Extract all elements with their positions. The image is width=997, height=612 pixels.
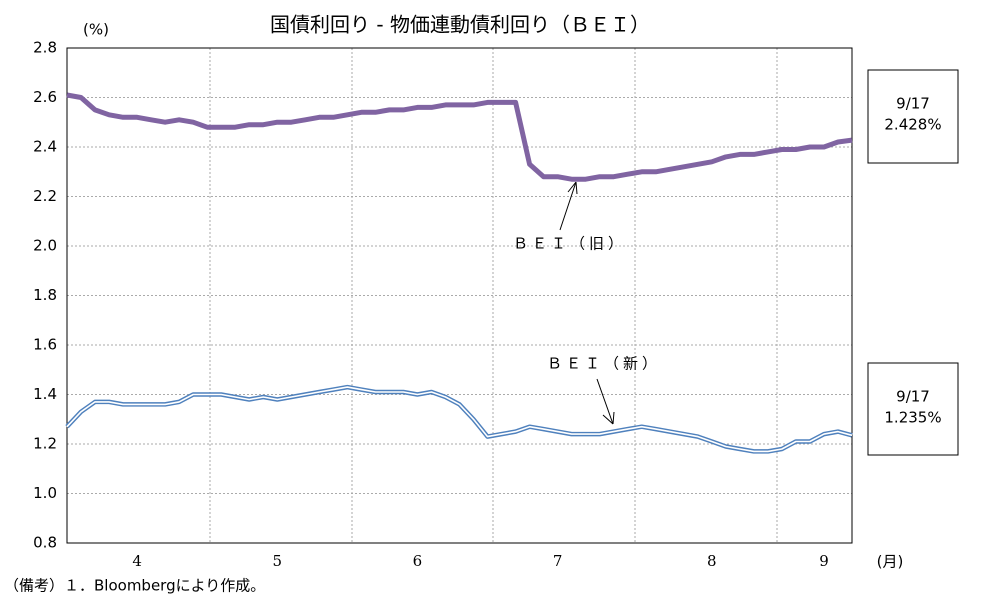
x-tick-label: 7: [553, 552, 563, 570]
arrow-head: [602, 411, 615, 425]
y-tick-label: 1.6: [33, 336, 57, 354]
callout-date: 9/17: [896, 95, 930, 113]
y-tick-label: 0.8: [33, 534, 57, 552]
callout-box: [867, 69, 959, 164]
x-tick-label: 5: [272, 552, 282, 570]
arrow-head: [567, 181, 578, 195]
y-tick-label: 2.8: [33, 39, 57, 57]
x-tick-label: 8: [707, 552, 717, 570]
plot-frame: [66, 47, 853, 544]
annotation: ＢＥＩ（旧）: [513, 235, 627, 253]
series-line: [66, 92, 853, 182]
annotation-arrow: [596, 378, 614, 425]
series-line: [65, 384, 853, 454]
y-tick-label: 2.6: [33, 88, 57, 106]
x-tick-label: 6: [413, 552, 423, 570]
series-line-inner: [66, 386, 853, 453]
annotation: ＢＥＩ（新）: [547, 355, 661, 373]
callout-box: [867, 362, 959, 456]
y-tick-label: 1.8: [33, 286, 57, 304]
y-tick-label: 2.2: [33, 187, 57, 205]
annotation-arrow: [559, 181, 577, 231]
y-tick-label: 2.4: [33, 138, 57, 156]
month-grid: [209, 48, 778, 543]
note: （備考）１．Bloombergにより作成。: [4, 577, 265, 595]
y-tick-label: 1.2: [33, 435, 57, 453]
x-tick-label: 4: [132, 552, 142, 570]
y-tick-label: 2.0: [33, 237, 57, 255]
x-axis-label: (月): [877, 553, 904, 571]
y-tick-label: 1.0: [33, 484, 57, 502]
x-tick-label: 9: [819, 552, 829, 570]
y-axis-label: (%): [83, 21, 109, 39]
chart-title: 国債利回り - 物価連動債利回り（ＢＥＩ）: [270, 13, 650, 37]
callout-date: 9/17: [896, 388, 930, 406]
callout-value: 2.428%: [884, 116, 941, 134]
y-tick-label: 1.4: [33, 385, 57, 403]
callout-value: 1.235%: [884, 409, 941, 427]
